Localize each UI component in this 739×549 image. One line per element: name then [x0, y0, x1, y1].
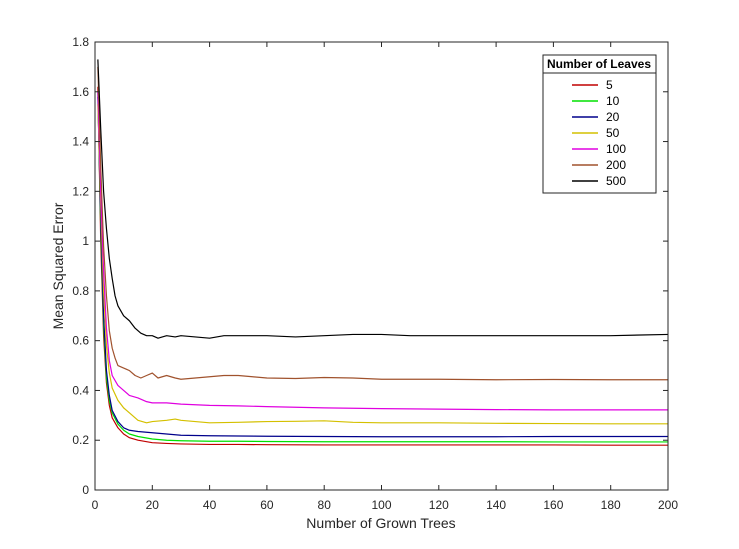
y-axis: 0 0.2 0.4 0.6 0.8 1 1.2 1.4 1.6 1.8 [72, 35, 668, 497]
y-tick-label: 0 [82, 483, 89, 497]
y-tick-label: 0.6 [72, 334, 89, 348]
x-axis: 0 20 40 60 80 100 120 140 160 180 200 [92, 42, 678, 512]
x-tick-label: 120 [429, 498, 449, 512]
y-tick-label: 0.2 [72, 433, 89, 447]
y-axis-label: Mean Squared Error [50, 202, 66, 329]
y-tick-label: 1.2 [72, 184, 89, 198]
legend-label-200: 200 [606, 158, 626, 172]
legend-items: 5 10 20 50 100 200 500 [572, 78, 626, 188]
y-tick-label: 1.6 [72, 85, 89, 99]
series-line-10 [97, 91, 668, 443]
x-tick-label: 100 [371, 498, 391, 512]
x-tick-label: 0 [92, 498, 99, 512]
series-line-100 [97, 91, 668, 411]
x-tick-label: 80 [318, 498, 332, 512]
series-line-20 [97, 96, 668, 438]
x-tick-label: 140 [486, 498, 506, 512]
x-tick-label: 160 [543, 498, 563, 512]
legend-label-5: 5 [606, 78, 613, 92]
x-tick-label: 40 [203, 498, 217, 512]
x-axis-label: Number of Grown Trees [306, 515, 455, 531]
legend-label-50: 50 [606, 126, 620, 140]
legend-label-10: 10 [606, 94, 620, 108]
series-line-500 [97, 59, 669, 339]
y-tick-label: 1.8 [72, 35, 89, 49]
series-line-5 [97, 86, 668, 446]
x-tick-label: 60 [260, 498, 274, 512]
y-tick-label: 0.4 [72, 383, 89, 397]
y-tick-label: 1 [82, 234, 89, 248]
y-tick-label: 0.8 [72, 284, 89, 298]
series-line-200 [97, 66, 668, 381]
legend: Number of Leaves 5 10 20 50 100 200 500 [542, 54, 657, 194]
x-tick-label: 200 [658, 498, 678, 512]
legend-label-100: 100 [606, 142, 626, 156]
series-line-50 [97, 104, 668, 425]
legend-title: Number of Leaves [547, 57, 651, 71]
x-tick-label: 20 [146, 498, 160, 512]
legend-box [542, 54, 657, 194]
x-tick-label: 180 [601, 498, 621, 512]
series-layer [97, 59, 669, 446]
legend-label-500: 500 [606, 174, 626, 188]
legend-label-20: 20 [606, 110, 620, 124]
y-tick-label: 1.4 [72, 135, 89, 149]
